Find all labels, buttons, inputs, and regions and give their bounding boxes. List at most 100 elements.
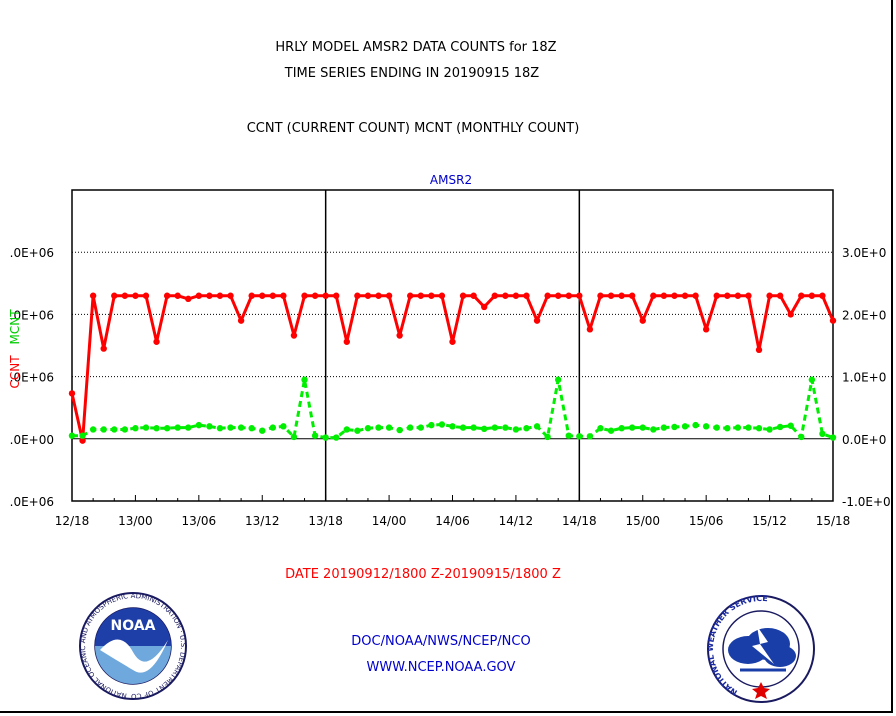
x-tick-label: 15/06	[689, 514, 724, 528]
data-point-mcnt	[343, 426, 351, 433]
data-point-mcnt	[375, 424, 382, 431]
org-path-label: DOC/NOAA/NWS/NCEP/NCO	[351, 634, 530, 649]
header-title-line2: TIME SERIES ENDING IN 20190915 18Z	[284, 66, 540, 81]
data-point-mcnt	[290, 433, 298, 441]
data-point-mcnt	[724, 425, 731, 432]
x-tick-label: 14/18	[562, 514, 597, 528]
data-point-mcnt	[692, 421, 699, 429]
data-point-ccnt	[576, 292, 583, 299]
data-point-mcnt	[512, 426, 520, 433]
right-tick-label: 3.0E+0	[842, 246, 886, 260]
x-tick-label: 13/06	[182, 514, 217, 528]
data-point-ccnt	[100, 345, 107, 352]
data-point-mcnt	[153, 425, 160, 432]
x-tick-label: 15/18	[816, 514, 851, 528]
data-point-ccnt	[702, 326, 710, 333]
data-point-ccnt	[628, 292, 636, 299]
data-point-ccnt	[766, 292, 773, 299]
data-point-ccnt	[227, 292, 234, 299]
data-point-ccnt	[798, 292, 805, 299]
data-point-mcnt	[311, 432, 319, 439]
data-point-mcnt	[237, 424, 245, 431]
data-point-mcnt	[576, 433, 583, 440]
data-point-ccnt	[554, 292, 562, 299]
data-point-ccnt	[607, 292, 615, 299]
right-tick-label: 2.0E+0	[842, 308, 886, 322]
data-point-ccnt	[819, 292, 826, 299]
data-point-mcnt	[650, 426, 657, 433]
left-tick-label: .0E+00	[10, 433, 54, 447]
data-point-mcnt	[385, 424, 393, 431]
data-point-mcnt	[407, 424, 414, 431]
data-point-ccnt	[68, 390, 76, 397]
data-point-ccnt	[174, 292, 181, 299]
data-point-ccnt	[618, 292, 625, 299]
data-point-ccnt	[787, 311, 794, 318]
data-point-mcnt	[491, 424, 498, 431]
data-point-ccnt	[776, 292, 784, 299]
data-point-ccnt	[491, 292, 498, 299]
day-divider-layer	[324, 190, 581, 501]
data-point-mcnt	[766, 426, 773, 433]
data-point-mcnt	[798, 433, 805, 441]
data-point-mcnt	[364, 425, 372, 432]
data-point-mcnt	[111, 426, 118, 433]
data-point-mcnt	[163, 425, 171, 432]
data-point-mcnt	[227, 424, 234, 431]
data-point-ccnt	[417, 292, 424, 299]
data-point-mcnt	[132, 425, 139, 432]
data-point-ccnt	[481, 303, 488, 311]
data-point-mcnt	[206, 423, 213, 430]
data-point-ccnt	[734, 292, 742, 299]
left-tick-label: .0E+06	[10, 308, 54, 322]
data-point-ccnt	[237, 317, 245, 324]
data-point-mcnt	[195, 421, 203, 429]
data-point-ccnt	[121, 292, 129, 299]
data-point-mcnt	[333, 434, 340, 441]
data-point-mcnt	[702, 423, 710, 430]
data-point-mcnt	[259, 427, 266, 434]
x-tick-label: 15/00	[625, 514, 660, 528]
data-point-ccnt	[650, 292, 657, 299]
data-point-ccnt	[185, 295, 192, 303]
data-point-mcnt	[502, 424, 509, 431]
left-axis-labels: .0E+06 .0E+06 .0E+06 .0E+00 .0E+06	[10, 246, 54, 509]
data-point-mcnt	[618, 425, 625, 432]
data-point-ccnt	[745, 292, 752, 299]
data-point-ccnt	[385, 292, 393, 299]
x-tick-label: 13/18	[308, 514, 343, 528]
y-label-mcnt: MCNT	[8, 309, 22, 345]
data-point-ccnt	[459, 292, 467, 299]
data-point-ccnt	[343, 338, 351, 345]
data-point-ccnt	[755, 346, 763, 354]
x-tick-label: 14/06	[435, 514, 470, 528]
x-tick-label: 14/00	[372, 514, 407, 528]
grid-layer	[72, 251, 833, 502]
right-axis-labels: 3.0E+0 2.0E+0 1.0E+0 0.0E+0 -1.0E+0	[842, 246, 891, 509]
data-point-ccnt	[808, 292, 816, 299]
plot-area-border	[71, 189, 834, 502]
data-point-ccnt	[396, 332, 403, 339]
data-point-mcnt	[755, 425, 763, 432]
chart-title: AMSR2	[430, 173, 472, 187]
data-point-mcnt	[734, 424, 742, 431]
header-title-line3: CCNT (CURRENT COUNT) MCNT (MONTHLY COUNT…	[247, 121, 580, 136]
data-point-mcnt	[607, 427, 615, 434]
data-point-mcnt	[628, 424, 636, 431]
data-point-ccnt	[269, 292, 277, 299]
data-point-mcnt	[322, 434, 329, 441]
data-point-ccnt	[290, 332, 298, 339]
data-point-ccnt	[523, 292, 530, 299]
data-point-ccnt	[280, 292, 287, 299]
data-point-mcnt	[438, 421, 446, 428]
data-point-ccnt	[438, 292, 446, 299]
data-point-ccnt	[829, 317, 837, 324]
y-label-ccnt: CCNT	[8, 355, 22, 389]
data-point-ccnt	[163, 292, 171, 299]
data-point-mcnt	[829, 434, 837, 441]
data-point-mcnt	[597, 425, 604, 432]
data-point-ccnt	[322, 292, 329, 299]
data-point-ccnt	[407, 292, 414, 299]
data-point-mcnt	[68, 432, 76, 439]
